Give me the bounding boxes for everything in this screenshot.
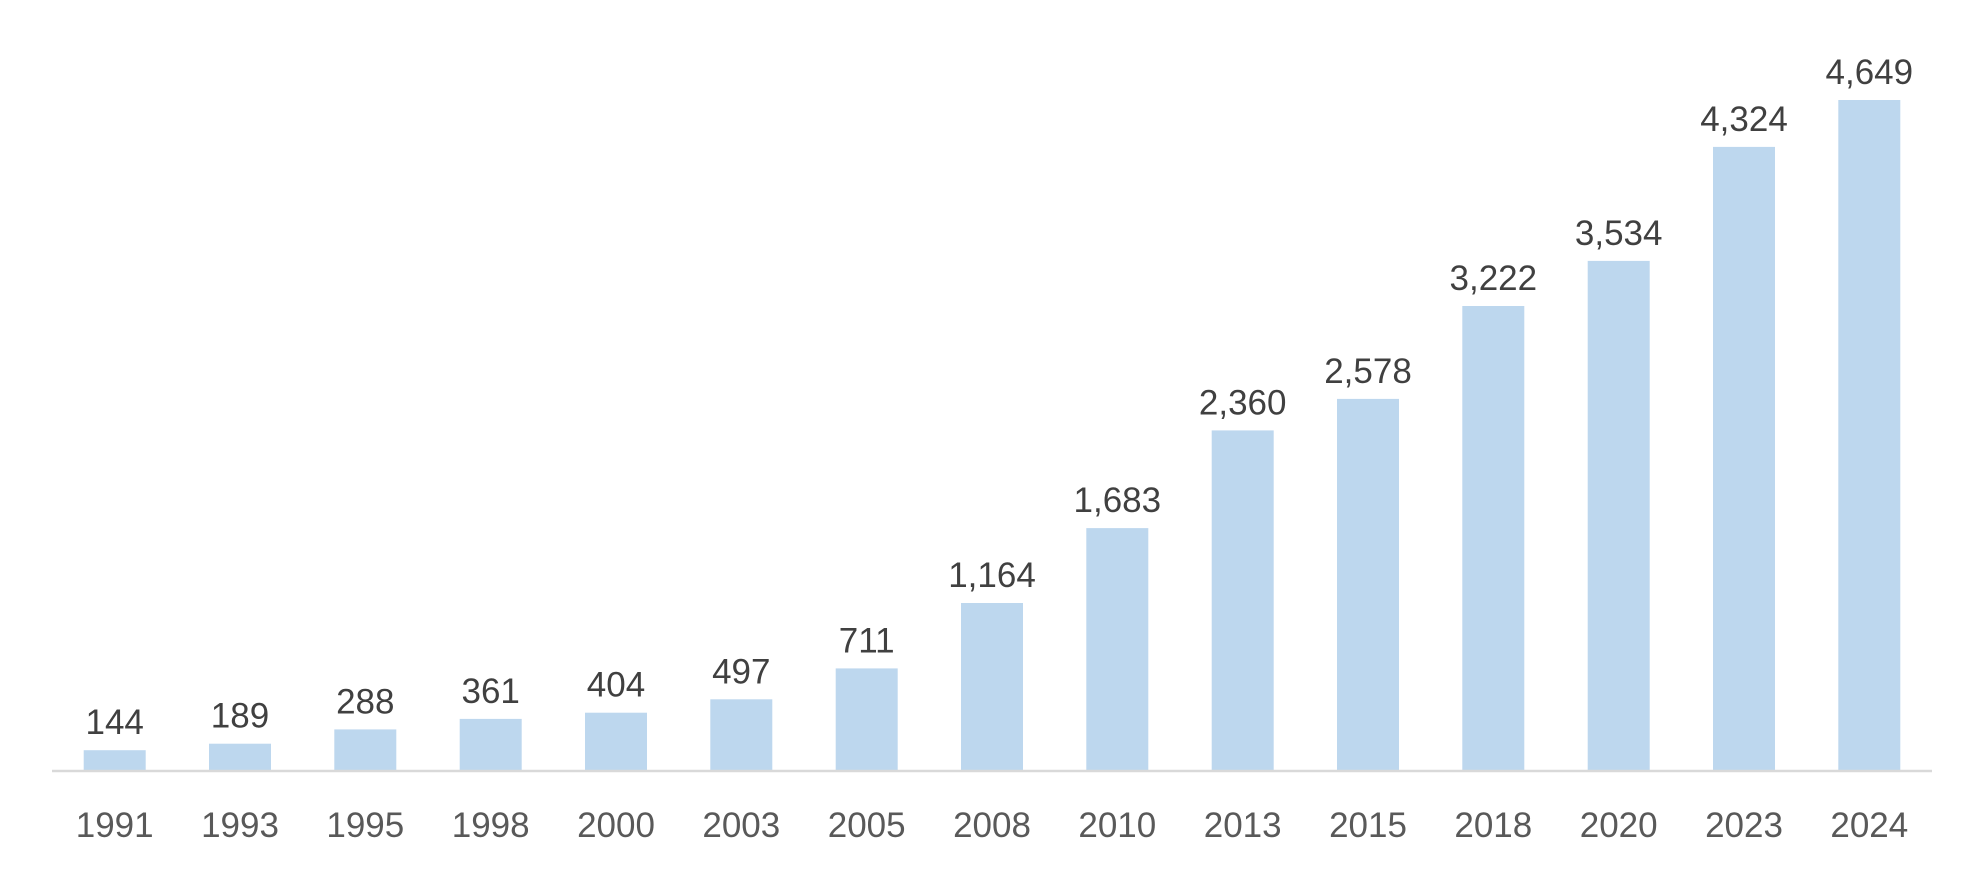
bar-2000 — [585, 712, 647, 771]
bar-1993 — [209, 743, 271, 771]
x-tick-label-1991: 1991 — [76, 806, 154, 845]
bar-2005 — [835, 668, 898, 771]
x-tick-label-1995: 1995 — [326, 806, 404, 845]
data-label-2018: 3,222 — [1450, 259, 1538, 298]
x-tick-label-2000: 2000 — [577, 806, 655, 845]
bar-2023 — [1713, 146, 1775, 771]
data-label-1995: 288 — [336, 682, 394, 721]
data-label-2003: 497 — [712, 652, 770, 691]
data-labels-group: 144 189 288 361 404 497 711 1,164 1,683 2,360 2,57… — [85, 53, 1913, 742]
bar-2013 — [1211, 430, 1274, 771]
x-tick-label-2005: 2005 — [828, 806, 906, 845]
bar-2015 — [1337, 398, 1399, 771]
x-tick-label-1998: 1998 — [452, 806, 530, 845]
data-label-2015: 2,578 — [1324, 352, 1412, 391]
data-label-2023: 4,324 — [1700, 100, 1788, 139]
data-label-2010: 1,683 — [1074, 481, 1162, 520]
x-tick-label-2003: 2003 — [702, 806, 780, 845]
data-label-2005: 711 — [839, 621, 895, 660]
x-tick-label-2013: 2013 — [1204, 806, 1282, 845]
data-label-2024: 4,649 — [1826, 53, 1914, 92]
bar-2010 — [1086, 528, 1149, 771]
x-tick-labels-group: 1991 1993 1995 1998 2000 2003 2005 2008 2010 2013… — [76, 806, 1908, 845]
bar-2003 — [710, 699, 773, 771]
bar-2008 — [961, 603, 1023, 771]
data-label-1993: 189 — [211, 697, 269, 736]
x-tick-label-2010: 2010 — [1078, 806, 1156, 845]
x-tick-label-2024: 2024 — [1830, 806, 1908, 845]
data-label-1991: 144 — [85, 703, 143, 742]
bar-2018 — [1462, 306, 1525, 771]
x-tick-label-2020: 2020 — [1580, 806, 1658, 845]
x-tick-label-2018: 2018 — [1454, 806, 1532, 845]
data-label-2020: 3,534 — [1575, 214, 1663, 253]
data-label-2000: 404 — [587, 666, 645, 705]
bar-1991 — [83, 750, 146, 771]
bar-1995 — [334, 729, 397, 771]
data-label-2013: 2,360 — [1199, 383, 1287, 422]
x-tick-label-1993: 1993 — [201, 806, 279, 845]
data-label-2008: 1,164 — [948, 556, 1036, 595]
data-label-1998: 361 — [461, 672, 519, 711]
bars-group — [83, 100, 1901, 771]
x-tick-label-2015: 2015 — [1329, 806, 1407, 845]
bar-2020 — [1587, 260, 1650, 771]
x-tick-label-2008: 2008 — [953, 806, 1031, 845]
bar-2024 — [1838, 100, 1901, 771]
bar-1998 — [459, 718, 522, 771]
x-tick-label-2023: 2023 — [1705, 806, 1783, 845]
